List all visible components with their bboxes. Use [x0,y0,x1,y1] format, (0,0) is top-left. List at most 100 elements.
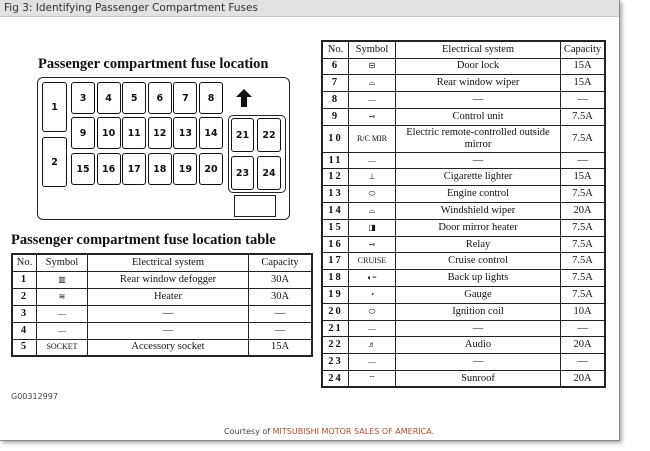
symbol-cell: — [36,321,88,340]
capacity-cell: — [560,91,606,109]
system-cell: Sunroof [395,370,561,388]
no-cell: 23 [321,353,349,372]
fuse-13: 13 [173,117,198,149]
capacity-cell: 30A [248,270,313,289]
fuse-11: 11 [122,117,147,149]
no-cell: 10 [321,124,349,153]
capacity-cell: 7.5A [560,235,606,254]
no-cell: 1 [11,270,37,289]
symbol-cell: — [348,319,396,338]
table-row: 15 ◨ Door mirror heater 7.5A [321,218,606,237]
system-cell: Door lock [395,57,561,76]
symbol-cell: CRUISE [348,252,396,271]
table-row: 21— — — [321,319,606,338]
credit-prefix: Courtesy of [224,427,273,436]
table-row: 24 ⌔ Sunroof 20A [321,370,606,388]
table-row: 16 ⊸ Relay 7.5A [321,235,606,254]
no-cell: 3 [11,304,37,323]
no-cell: 16 [321,235,349,254]
no-cell: 7 [321,74,349,93]
capacity-cell: — [248,304,313,323]
system-cell: — [87,304,249,323]
system-cell: Accessory socket [87,338,249,357]
capacity-cell: 20A [560,370,606,388]
system-cell: Engine control [395,185,561,204]
fuse-9: 9 [71,117,95,149]
fuse-7: 7 [173,82,198,114]
ignition-coil-icon: ⬭ [348,302,396,321]
no-cell: 18 [321,269,349,288]
system-cell: Gauge [395,286,561,304]
capacity-cell: 15A [560,74,606,93]
fuse-24: 24 [257,156,281,190]
symbol-cell: — [36,304,88,323]
system-cell: — [395,91,561,109]
fuse-12: 12 [147,117,172,149]
audio-icon: ♬ [348,336,396,355]
cigarette-lighter-icon: ⊥ [348,168,396,187]
no-cell: 4 [11,321,37,340]
col-no: No. [11,253,37,272]
system-cell: Windshield wiper [395,202,561,220]
system-cell: Audio [395,336,561,355]
window-title: Fig 3: Identifying Passenger Compartment… [0,0,619,17]
fuse-4: 4 [96,82,121,114]
no-cell: 24 [321,370,349,388]
fuse-15: 15 [71,153,95,185]
system-cell: Heater [87,287,249,306]
table-row: 17 CRUISE Cruise control 7.5A [321,252,606,271]
no-cell: 14 [321,202,349,220]
capacity-cell: 7.5A [560,185,606,204]
capacity-cell: — [560,151,606,170]
capacity-cell: 7.5A [560,218,606,237]
no-cell: 17 [321,252,349,271]
no-cell: 19 [321,286,349,304]
symbol-cell: — [348,91,396,109]
fuse-6: 6 [147,82,172,114]
table-row: 14 ⌓ Windshield wiper 20A [321,202,606,220]
capacity-cell: 7.5A [560,286,606,304]
table-row: 3— — — [11,304,313,323]
table-row: 13 ⬭ Engine control 7.5A [321,185,606,204]
sunroof-icon: ⌔ [348,370,396,388]
no-cell: 20 [321,302,349,321]
system-cell: — [395,151,561,170]
system-cell: Door mirror heater [395,218,561,237]
no-cell: 13 [321,185,349,204]
fuse-5: 5 [122,82,147,114]
capacity-cell: — [248,321,313,340]
no-cell: 5 [11,338,37,357]
table-row: 11— — — [321,151,606,170]
control-unit-icon: ⊸ [348,107,396,126]
fuse-2: 2 [42,137,67,187]
fuse-table-1: No. Symbol Electrical system Capacity 1 ▥… [11,253,313,357]
table-row: 9 ⊸ Control unit 7.5A [321,107,606,126]
no-cell: 11 [321,151,349,170]
capacity-cell: 7.5A [560,124,606,153]
table-row: 4— — — [11,321,313,340]
col-symbol: Symbol [348,40,396,59]
table-row: 2 ≋ Heater 30A [11,287,313,306]
spare-slot [234,195,276,217]
table1-title: Passenger compartment fuse location tabl… [11,232,276,248]
fuse-16: 16 [96,153,121,185]
system-cell: Electric remote-controlled outside mirro… [395,124,561,153]
no-cell: 22 [321,336,349,355]
fuse-19: 19 [173,153,198,185]
fuse-subgroup-outline [228,115,286,193]
no-cell: 2 [11,287,37,306]
figure-id: G00312997 [11,392,58,401]
table-row: 23— — — [321,353,606,372]
system-cell: Back up lights [395,269,561,288]
capacity-cell: 15A [560,57,606,76]
system-cell: Control unit [395,107,561,126]
symbol-cell: SOCKET [36,338,88,357]
fuse-table-2: No. Symbol Electrical system Capacity 6 ⊟… [321,40,606,389]
fuse-3: 3 [71,82,95,114]
windshield-wiper-icon: ⌓ [348,202,396,220]
credit-source-link[interactable]: MITSUBISHI MOTOR SALES OF AMERICA. [272,427,435,436]
col-symbol: Symbol [36,253,88,272]
fuse-18: 18 [147,153,172,185]
no-cell: 21 [321,319,349,338]
backup-light-icon: ◐= [348,269,396,288]
